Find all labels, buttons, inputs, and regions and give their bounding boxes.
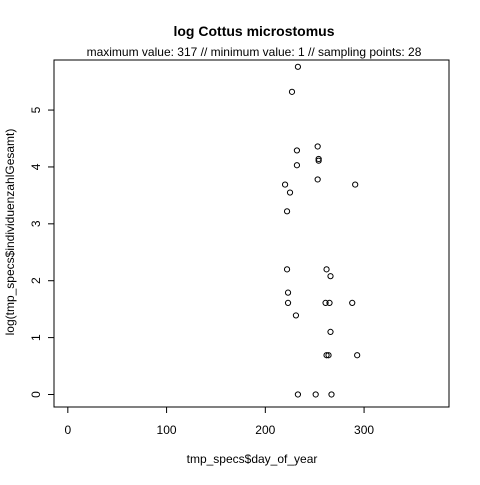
- data-point: [349, 299, 356, 306]
- y-tick-label: 0: [29, 391, 43, 398]
- data-point: [283, 266, 291, 273]
- x-tick-label: 200: [255, 423, 275, 437]
- data-point: [325, 352, 332, 359]
- data-point: [354, 352, 361, 359]
- data-point: [293, 162, 301, 169]
- data-point: [315, 157, 322, 164]
- data-point: [315, 155, 322, 163]
- x-tick-label: 100: [157, 423, 177, 437]
- y-tick-label: 3: [29, 220, 43, 227]
- data-point: [327, 273, 334, 280]
- data-point: [312, 391, 319, 398]
- y-axis: 0 1 2 3 4 5: [29, 106, 55, 398]
- data-point: [328, 391, 335, 398]
- data-point: [293, 147, 301, 154]
- data-point: [281, 181, 289, 188]
- data-point: [283, 208, 291, 215]
- data-point: [352, 181, 359, 188]
- data-point: [284, 289, 292, 296]
- y-tick-label: 5: [29, 106, 43, 113]
- data-point: [294, 391, 302, 398]
- chart-subtitle: maximum value: 317 // minimum value: 1 /…: [87, 45, 422, 59]
- data-point: [314, 176, 321, 183]
- data-point: [292, 312, 300, 319]
- data-point: [326, 299, 333, 306]
- data-point: [284, 299, 292, 306]
- x-axis-label: tmp_specs$day_of_year: [187, 452, 318, 466]
- chart-title: log Cottus microstomus: [173, 23, 334, 39]
- data-point: [286, 189, 294, 196]
- x-tick-label: 0: [64, 423, 71, 437]
- x-axis: 0 100 200 300: [64, 406, 374, 437]
- y-tick-label: 4: [29, 163, 43, 170]
- data-point: [314, 143, 321, 150]
- x-tick-label: 300: [354, 423, 374, 437]
- data-point: [322, 299, 329, 306]
- data-point: [323, 352, 330, 359]
- y-axis-label: log(tmp_specs$individuenzahlGesamt): [3, 129, 17, 336]
- data-point: [327, 328, 334, 336]
- y-tick-label: 1: [29, 334, 43, 341]
- y-tick-label: 2: [29, 277, 43, 284]
- data-point: [288, 88, 296, 95]
- data-points: [281, 63, 361, 398]
- data-point: [323, 266, 330, 273]
- data-point: [294, 63, 302, 70]
